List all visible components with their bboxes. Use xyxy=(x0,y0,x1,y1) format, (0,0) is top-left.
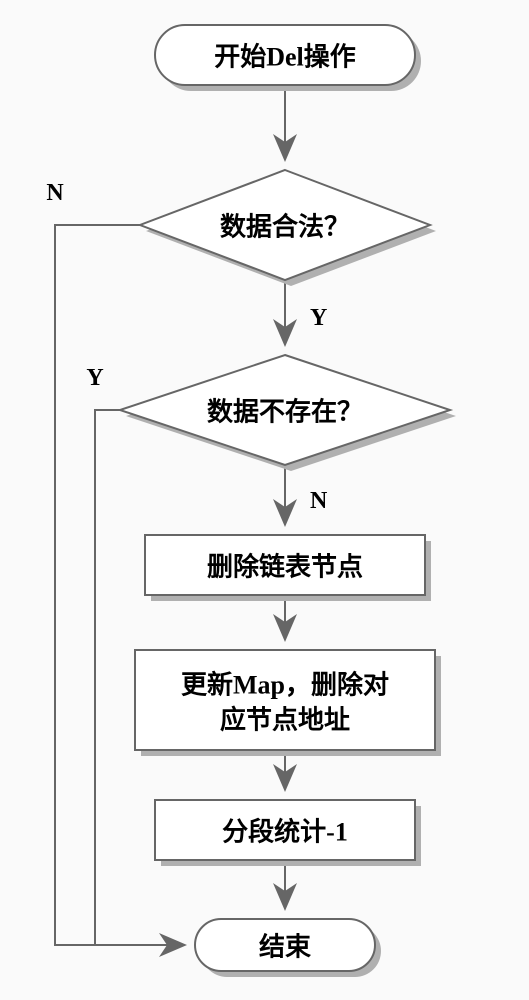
node-p1-text: 删除链表节点 xyxy=(207,552,363,582)
node-d1-text: 数据合法？ xyxy=(220,212,350,242)
edge-label-d2-p1: N xyxy=(310,488,328,514)
node-p2-text-line2: 应节点地址 xyxy=(220,705,350,735)
edge-d2-p1: N xyxy=(285,465,328,523)
node-d2-text: 数据不存在？ xyxy=(207,398,363,427)
edge-label-d2-end: Y xyxy=(86,365,103,391)
node-p3-text: 分段统计-1 xyxy=(222,817,348,847)
edge-label-d1-end: N xyxy=(46,180,64,206)
node-p2: 更新Map，删除对 应节点地址 xyxy=(135,650,441,756)
edge-label-d1-d2: Y xyxy=(310,305,327,331)
node-p2-text-line1: 更新Map，删除对 xyxy=(181,670,389,700)
edge-d1-d2: Y xyxy=(285,280,327,343)
node-p1: 删除链表节点 xyxy=(145,535,431,601)
node-p3: 分段统计-1 xyxy=(155,800,421,866)
node-end: 结束 xyxy=(195,919,381,977)
node-d1: 数据合法？ xyxy=(140,170,436,286)
node-start-text: 开始Del操作 xyxy=(214,43,356,72)
node-end-text: 结束 xyxy=(259,932,312,962)
node-start: 开始Del操作 xyxy=(155,25,421,91)
flowchart-canvas: Y N N Y 开始Del操作 数据合法？ 数据不存在？ xyxy=(0,0,529,1000)
node-d2: 数据不存在？ xyxy=(120,355,456,471)
